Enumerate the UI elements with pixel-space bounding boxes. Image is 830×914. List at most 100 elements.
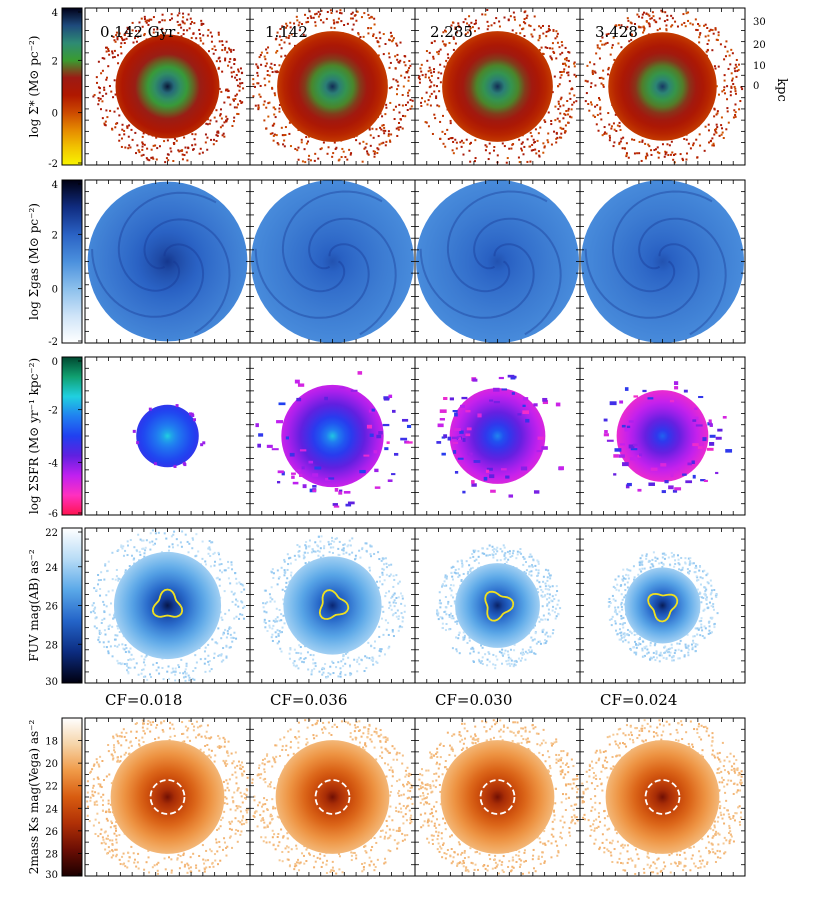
pixel (689, 560, 692, 563)
pixel (263, 610, 266, 613)
pixel (385, 628, 388, 631)
sfr-clump (683, 389, 688, 393)
pixel (274, 631, 277, 634)
pixel (638, 642, 641, 645)
pixel (523, 18, 526, 21)
pixel (477, 555, 480, 558)
pixel (622, 579, 625, 582)
pixel (377, 148, 380, 151)
pixel (298, 644, 301, 647)
colorbar-gas-bar (61, 179, 83, 344)
pixel (487, 651, 490, 654)
pixel (585, 92, 588, 95)
pixel (506, 157, 509, 160)
pixel (170, 671, 173, 674)
sfr-clump (202, 441, 206, 445)
pixel (107, 640, 110, 643)
pixel (370, 659, 373, 662)
pixel (601, 43, 604, 46)
pixel (696, 579, 699, 582)
pixel (382, 124, 385, 127)
pixel (709, 632, 712, 635)
sfr-clump (436, 441, 442, 444)
pixel (217, 130, 220, 133)
pixel (118, 133, 121, 136)
pixel (624, 594, 627, 597)
sfr-clump (542, 397, 548, 402)
pixel (342, 150, 345, 153)
pixel (428, 66, 431, 69)
pixel (235, 598, 238, 601)
pixel (481, 662, 484, 665)
pixel (638, 152, 641, 155)
pixel (144, 656, 147, 659)
pixel (171, 667, 174, 670)
pixel (686, 633, 689, 636)
pixel (307, 20, 310, 23)
pixel (720, 124, 723, 127)
pixel (206, 755, 209, 758)
pixel (213, 551, 216, 554)
pixel (104, 564, 107, 567)
pixel (712, 605, 715, 608)
pixel (241, 82, 244, 85)
pixel (122, 647, 125, 650)
pixel (715, 128, 718, 131)
pixel (738, 108, 741, 111)
pixel (170, 535, 173, 538)
pixel (468, 564, 471, 567)
pixel (184, 863, 187, 866)
pixel (216, 134, 219, 137)
pixel (297, 667, 300, 670)
pixel (382, 53, 385, 56)
pixel (207, 654, 210, 657)
pixel (193, 678, 196, 681)
pixel (268, 593, 271, 596)
pixel (665, 24, 668, 27)
pixel (716, 110, 719, 113)
spiral-arms (254, 190, 397, 336)
pixel (611, 615, 614, 618)
pixel (546, 46, 549, 49)
pixel (654, 659, 657, 662)
pixel (620, 24, 623, 27)
colorbar-tick-label: 2 (52, 56, 58, 67)
pixel (200, 19, 203, 22)
pixel (498, 25, 501, 28)
pixel (148, 871, 151, 874)
pixel (209, 31, 212, 34)
pixel (523, 653, 526, 656)
pixel (388, 139, 391, 142)
pixel (210, 668, 213, 671)
pixel (433, 68, 436, 71)
pixel (621, 147, 624, 150)
pixel (137, 743, 140, 746)
pixel (231, 600, 234, 603)
pixel (515, 660, 518, 663)
sfr-clump (613, 454, 619, 458)
pixel (207, 660, 210, 663)
pixel (234, 98, 237, 101)
sfr-clump (675, 468, 680, 471)
pixel (678, 642, 681, 645)
pixel (276, 629, 279, 632)
pixel (396, 134, 399, 137)
pixel (220, 653, 223, 656)
pixel (541, 590, 544, 593)
pixel (665, 29, 668, 32)
pixel (694, 643, 697, 646)
pixel (115, 31, 118, 34)
pixel (326, 11, 329, 14)
pixel (601, 134, 604, 137)
pixel (268, 620, 271, 623)
pixel (511, 554, 514, 557)
pixel (715, 38, 718, 41)
pixel (269, 600, 272, 603)
pixel (93, 93, 96, 96)
pixel (455, 141, 458, 144)
pixel (267, 102, 270, 105)
pixel (275, 635, 278, 638)
pixel (455, 648, 458, 651)
pixel (213, 656, 216, 659)
pixel (304, 161, 307, 164)
